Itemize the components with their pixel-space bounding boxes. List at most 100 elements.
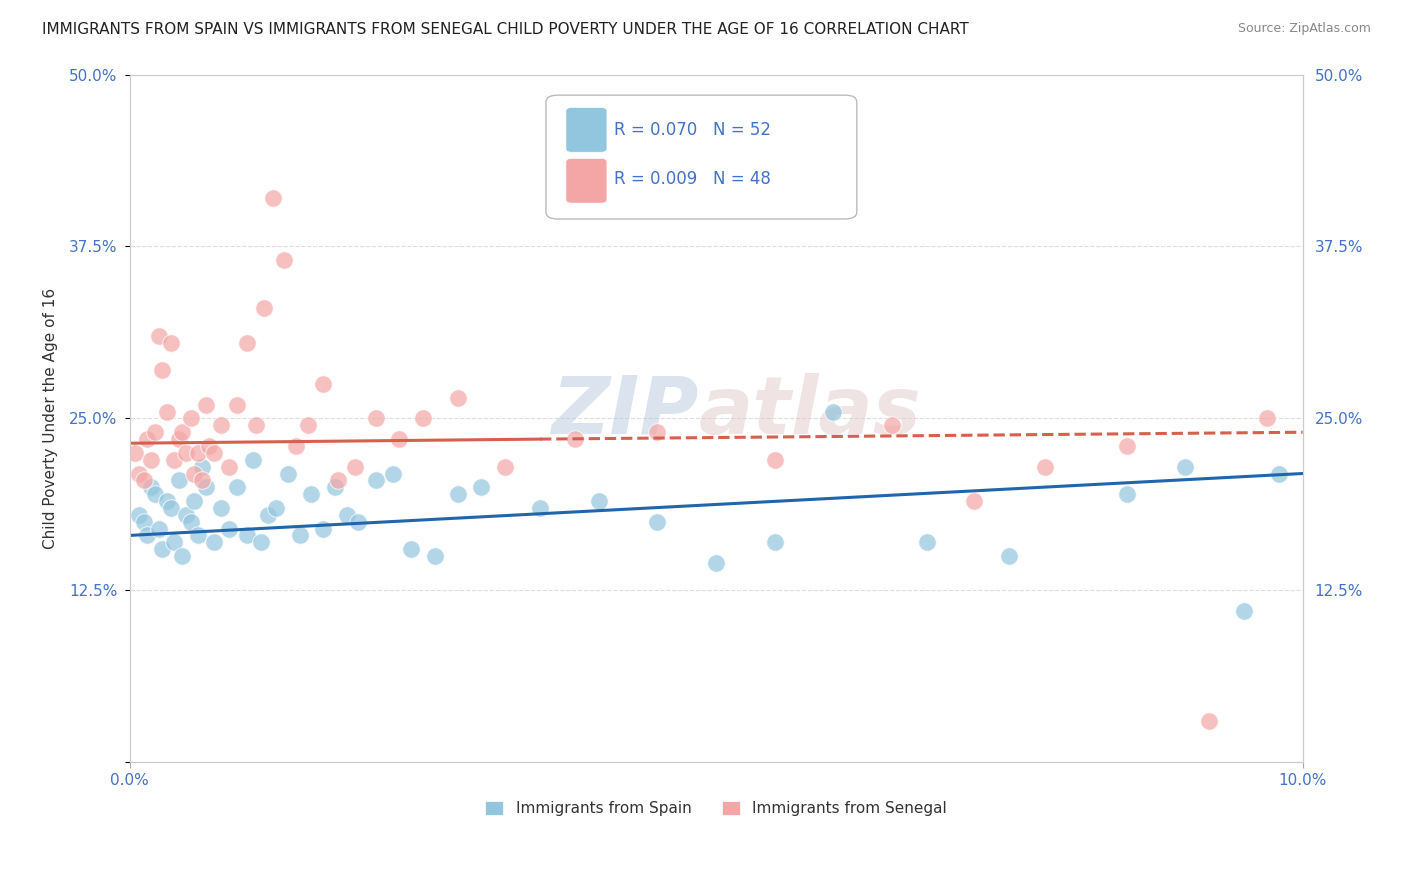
Point xyxy=(915,535,938,549)
Point xyxy=(148,522,170,536)
Text: atlas: atlas xyxy=(699,373,921,450)
Point xyxy=(163,535,186,549)
Point xyxy=(399,542,422,557)
Point xyxy=(763,452,786,467)
Point xyxy=(1198,714,1220,728)
FancyBboxPatch shape xyxy=(546,95,856,219)
Point xyxy=(191,459,214,474)
Point xyxy=(264,500,287,515)
Point xyxy=(299,487,322,501)
Point xyxy=(156,494,179,508)
Point xyxy=(159,500,181,515)
Point xyxy=(226,398,249,412)
Point xyxy=(172,549,194,563)
Point xyxy=(364,411,387,425)
Point xyxy=(529,500,551,515)
Point xyxy=(218,522,240,536)
Point xyxy=(588,494,610,508)
Y-axis label: Child Poverty Under the Age of 16: Child Poverty Under the Age of 16 xyxy=(44,288,58,549)
Point xyxy=(236,528,259,542)
Point xyxy=(262,191,284,205)
Point xyxy=(273,253,295,268)
Point xyxy=(647,425,669,440)
Point xyxy=(963,494,986,508)
Point xyxy=(250,535,273,549)
Point xyxy=(277,467,299,481)
Point xyxy=(1268,467,1291,481)
Point xyxy=(470,480,492,494)
Point xyxy=(187,528,209,542)
Point xyxy=(194,398,217,412)
Point xyxy=(763,535,786,549)
Point xyxy=(194,480,217,494)
Point xyxy=(226,480,249,494)
Point xyxy=(136,528,159,542)
Point xyxy=(150,542,173,557)
Legend: Immigrants from Spain, Immigrants from Senegal: Immigrants from Spain, Immigrants from S… xyxy=(477,793,955,823)
Point xyxy=(423,549,446,563)
Point xyxy=(1233,604,1256,618)
Point xyxy=(328,474,350,488)
Point xyxy=(880,418,903,433)
Point xyxy=(139,480,162,494)
Point xyxy=(335,508,357,522)
Point xyxy=(312,377,335,392)
Point xyxy=(183,494,205,508)
Point xyxy=(998,549,1021,563)
Point xyxy=(494,459,516,474)
FancyBboxPatch shape xyxy=(565,159,607,203)
Point xyxy=(343,459,366,474)
Point xyxy=(1033,459,1056,474)
Point xyxy=(132,474,155,488)
Point xyxy=(257,508,280,522)
Point xyxy=(163,452,186,467)
Point xyxy=(191,474,214,488)
Point xyxy=(139,452,162,467)
Point xyxy=(242,452,264,467)
Point xyxy=(1174,459,1197,474)
Point xyxy=(412,411,434,425)
Point xyxy=(198,439,221,453)
Point xyxy=(183,467,205,481)
Point xyxy=(647,515,669,529)
Point xyxy=(347,515,370,529)
Point xyxy=(202,446,225,460)
Point xyxy=(174,508,197,522)
Point xyxy=(823,404,845,418)
Point xyxy=(167,432,190,446)
Point xyxy=(209,418,232,433)
Point xyxy=(447,487,470,501)
Text: ZIP: ZIP xyxy=(551,373,699,450)
Point xyxy=(167,474,190,488)
Text: Source: ZipAtlas.com: Source: ZipAtlas.com xyxy=(1237,22,1371,36)
Point xyxy=(172,425,194,440)
Point xyxy=(312,522,335,536)
Point xyxy=(447,391,470,405)
Point xyxy=(148,329,170,343)
Point xyxy=(1115,487,1137,501)
Point xyxy=(143,487,166,501)
Text: IMMIGRANTS FROM SPAIN VS IMMIGRANTS FROM SENEGAL CHILD POVERTY UNDER THE AGE OF : IMMIGRANTS FROM SPAIN VS IMMIGRANTS FROM… xyxy=(42,22,969,37)
Text: R = 0.009   N = 48: R = 0.009 N = 48 xyxy=(614,170,770,188)
Point xyxy=(297,418,319,433)
Point xyxy=(159,335,181,350)
Point xyxy=(285,439,308,453)
Point xyxy=(218,459,240,474)
Point xyxy=(132,515,155,529)
Point xyxy=(704,556,727,570)
Point xyxy=(253,301,276,316)
Point xyxy=(364,474,387,488)
Point xyxy=(564,432,586,446)
Point xyxy=(236,335,259,350)
Point xyxy=(180,411,202,425)
Point xyxy=(136,432,159,446)
FancyBboxPatch shape xyxy=(565,108,607,153)
Point xyxy=(382,467,405,481)
Point xyxy=(156,404,179,418)
Point xyxy=(128,508,150,522)
Point xyxy=(143,425,166,440)
Point xyxy=(209,500,232,515)
Point xyxy=(174,446,197,460)
Point xyxy=(245,418,267,433)
Point xyxy=(187,446,209,460)
